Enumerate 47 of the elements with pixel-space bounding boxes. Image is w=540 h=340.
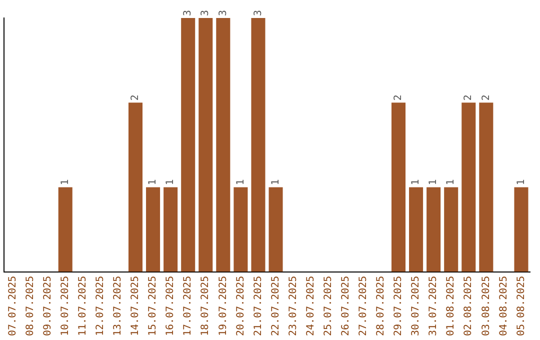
x-tick-label: 13.07.2025 [112,276,124,336]
data-label: 1 [410,179,422,186]
x-tick-label: 04.08.2025 [498,276,510,336]
x-tick-label: 03.08.2025 [480,276,492,336]
data-label: 3 [252,10,264,16]
x-tick-label: 12.07.2025 [95,276,106,336]
x-tick-label: 27.07.2025 [358,276,370,336]
x-tick-label: 21.07.2025 [252,276,264,336]
x-tick-label: 07.07.2025 [7,276,18,336]
x-tick-label: 16.07.2025 [165,276,176,336]
x-tick-label: 31.07.2025 [428,276,440,336]
x-tick-label: 26.07.2025 [340,276,352,336]
x-tick-label: 11.07.2025 [77,276,88,336]
data-label: 2 [130,94,142,101]
data-label: 2 [463,94,474,101]
data-label: 1 [235,179,246,186]
x-tick-label: 20.07.2025 [235,276,246,336]
data-label: 2 [393,94,404,101]
data-label: 1 [60,179,71,186]
x-tick-label: 30.07.2025 [410,276,422,336]
data-label: 3 [218,10,229,16]
x-tick-label: 19.07.2025 [218,276,229,336]
x-tick-label: 17.07.2025 [182,276,194,336]
x-tick-label: 15.07.2025 [148,276,159,336]
data-label: 2 [480,94,492,101]
x-tick-label: 29.07.2025 [393,276,404,336]
x-tick-label: 05.08.2025 [516,276,527,336]
x-tick-label: 01.08.2025 [446,276,457,336]
x-tick-label: 10.07.2025 [60,276,71,336]
x-tick-label: 22.07.2025 [270,276,282,336]
x-tick-label: 24.07.2025 [305,276,316,336]
data-label: 1 [428,179,440,186]
x-tick-label: 08.07.2025 [24,276,36,336]
x-tick-label: 18.07.2025 [200,276,212,336]
x-tick-label: 14.07.2025 [130,276,142,336]
data-label: 1 [148,179,159,186]
x-tick-label: 02.08.2025 [463,276,474,336]
x-tick-label: 23.07.2025 [288,276,299,336]
data-label: 1 [165,179,176,186]
data-label: 1 [446,179,457,186]
data-label: 3 [200,10,212,16]
data-label: 3 [182,10,194,16]
x-tick-label: 25.07.2025 [322,276,334,336]
x-tick-label: 09.07.2025 [42,276,54,336]
data-label: 1 [270,179,282,186]
x-tick-label: 28.07.2025 [376,276,387,336]
data-label: 1 [516,179,527,186]
